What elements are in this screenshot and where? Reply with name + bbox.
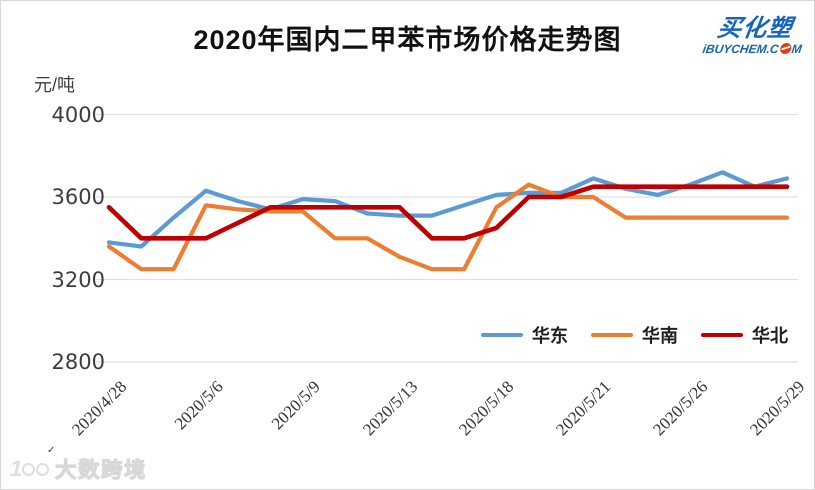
legend-item-华东: 华东: [481, 322, 568, 348]
watermark-text: 大数跨境: [55, 458, 148, 482]
y-tick-label: 3200: [51, 267, 105, 292]
y-tick-label: 4000: [51, 102, 105, 127]
legend-line-swatch: [701, 332, 743, 338]
legend-item-华南: 华南: [591, 322, 678, 348]
watermark-logo-icon: 1: [10, 456, 50, 482]
series-line-华东: [106, 170, 790, 249]
legend-item-华北: 华北: [701, 322, 788, 348]
legend-line-swatch: [591, 332, 633, 338]
watermark: 1 大数跨境: [10, 454, 147, 484]
legend-label: 华北: [752, 326, 788, 346]
series-line-华北: [106, 184, 790, 241]
y-tick-label: 3600: [51, 185, 105, 209]
legend-label: 华南: [642, 326, 678, 346]
legend: 华东 华南 华北: [481, 322, 788, 348]
series-line-华南: [106, 182, 790, 272]
y-tick-label: 2800: [51, 350, 105, 374]
legend-line-swatch: [481, 332, 523, 338]
legend-label: 华东: [532, 326, 568, 346]
chart-title: 2020年国内二甲苯市场价格走势图: [193, 25, 622, 55]
y-axis-unit-label: 元/吨: [34, 75, 76, 95]
cursor-artifact: ✓: [47, 445, 56, 456]
